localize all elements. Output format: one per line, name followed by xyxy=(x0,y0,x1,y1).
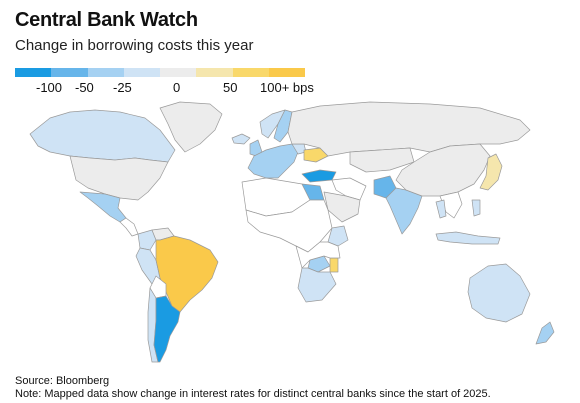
legend-label: 100+ bps xyxy=(260,80,314,95)
region-turkey xyxy=(301,169,337,183)
color-legend: -100 -50 -25 0 50 100+ bps xyxy=(15,68,314,96)
region-new-zealand xyxy=(535,321,555,345)
region-central-asia xyxy=(349,147,415,173)
region-united-states xyxy=(69,155,169,201)
region-philippines xyxy=(471,199,481,217)
legend-swatch xyxy=(268,68,305,77)
legend-label: -50 xyxy=(75,80,94,95)
legend-label: 50 xyxy=(223,80,238,95)
region-australia xyxy=(467,263,531,323)
footnote: Note: Mapped data show change in interes… xyxy=(15,387,491,400)
legend-label: -25 xyxy=(113,80,132,95)
chart-title: Central Bank Watch xyxy=(15,9,198,31)
legend-label: 0 xyxy=(173,80,181,95)
region-southern-africa xyxy=(295,241,341,269)
region-canada xyxy=(29,109,176,163)
legend-label: -100 xyxy=(36,80,63,95)
legend-swatch xyxy=(160,68,197,77)
legend-swatch xyxy=(196,68,233,77)
legend-swatch xyxy=(51,68,88,77)
legend-swatch xyxy=(123,68,160,77)
legend-labels: -100 -50 -25 0 50 100+ bps xyxy=(15,80,314,96)
region-euro-area xyxy=(247,143,299,179)
region-iceland xyxy=(231,133,251,145)
region-central-america xyxy=(119,217,139,237)
region-ukraine xyxy=(303,147,329,163)
map-regions xyxy=(29,101,555,363)
legend-swatch xyxy=(87,68,124,77)
region-thailand xyxy=(435,199,447,219)
region-china xyxy=(395,143,491,197)
region-colombia xyxy=(137,229,157,251)
region-west-central-africa xyxy=(245,199,333,253)
chart-subtitle: Change in borrowing costs this year xyxy=(15,37,254,54)
legend-swatch xyxy=(15,68,52,77)
region-japan xyxy=(479,153,503,191)
region-argentina xyxy=(153,295,181,363)
footer: Source: Bloomberg Note: Mapped data show… xyxy=(15,375,491,400)
world-map xyxy=(29,101,555,363)
source-note: Source: Bloomberg xyxy=(15,375,110,387)
region-india xyxy=(385,187,423,235)
legend-swatch xyxy=(232,68,269,77)
region-greenland xyxy=(159,101,223,153)
legend-color-scale xyxy=(15,68,305,77)
region-indonesia xyxy=(435,231,501,245)
region-south-africa xyxy=(297,267,337,303)
region-malawi xyxy=(329,257,339,273)
region-kenya xyxy=(327,225,349,247)
